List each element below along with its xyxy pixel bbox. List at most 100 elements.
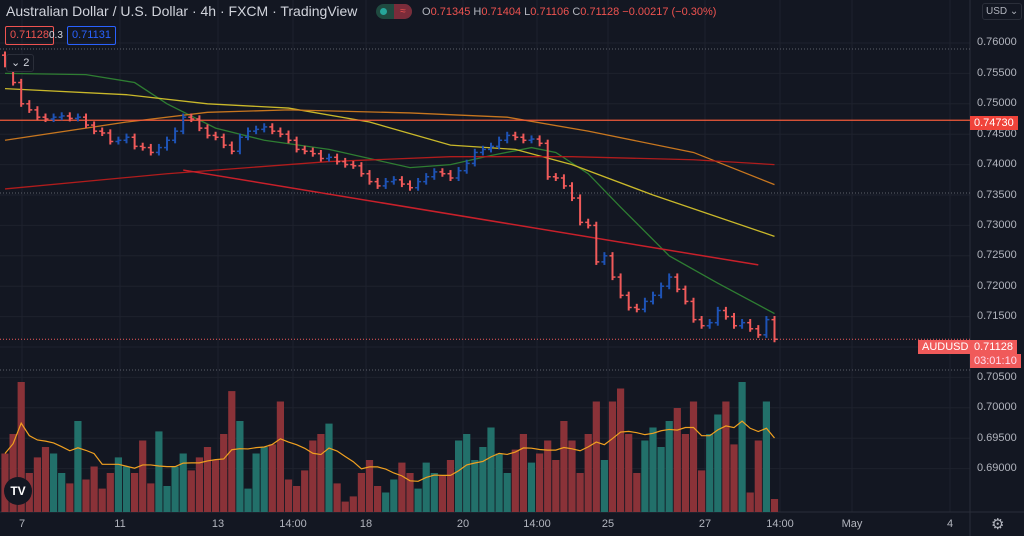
volume-bar (98, 488, 106, 512)
currency-select[interactable]: USD ⌄ (982, 3, 1023, 20)
volume-bar (163, 486, 171, 512)
volume-bar (455, 440, 463, 512)
moving-average-line (4, 87, 775, 237)
time-tick: 14:00 (279, 518, 307, 530)
volume-bar (236, 421, 244, 512)
volume-bar (665, 421, 673, 512)
volume-bar (430, 473, 438, 512)
volume-bar (276, 401, 284, 512)
time-tick: 27 (698, 518, 712, 530)
price-tick: 0.70500 (977, 371, 1017, 383)
price-tick: 0.75000 (977, 97, 1017, 109)
volume-bar (293, 486, 301, 512)
volume-bar (252, 453, 260, 512)
volume-bar (341, 501, 349, 512)
volume-bar (519, 434, 527, 512)
low-value: 0.71106 (530, 6, 570, 18)
volume-bar (592, 401, 600, 512)
volume-bar (220, 434, 228, 512)
volume-bar (560, 421, 568, 512)
price-tick: 0.70000 (977, 401, 1017, 413)
volume-bar (390, 479, 398, 512)
volume-bar (284, 479, 293, 512)
market-open-icon (380, 8, 387, 15)
price-tick: 0.74000 (977, 158, 1017, 170)
time-tick: 14:00 (523, 518, 551, 530)
volume-bar (195, 457, 203, 512)
volume-bar (228, 391, 236, 512)
volume-bar (657, 447, 665, 512)
volume-bar (746, 492, 754, 512)
time-tick: 18 (359, 518, 373, 530)
level-price-tag: 0.74730 (970, 116, 1018, 130)
volume-bar (527, 462, 536, 512)
time-tick: 7 (18, 518, 26, 530)
volume-bar (9, 434, 17, 512)
volume-bar (309, 440, 317, 512)
volume-bar (495, 453, 503, 512)
volume-bar (66, 483, 74, 512)
time-tick: 14:00 (766, 518, 794, 530)
volume-bar (357, 473, 365, 512)
volume-bar (754, 440, 762, 512)
price-tick: 0.71500 (977, 310, 1017, 322)
volume-bar (33, 457, 41, 512)
volume-bar (730, 444, 738, 512)
market-status-toggle[interactable]: ≈ (376, 4, 412, 19)
volume-bar (268, 444, 276, 512)
tradingview-logo[interactable]: TV (4, 477, 32, 505)
volume-bar (503, 473, 511, 512)
settings-gear-icon[interactable]: ⚙ (991, 516, 1005, 533)
volume-bar (649, 427, 657, 512)
volume-bar (317, 434, 325, 512)
volume-bar (179, 453, 187, 512)
price-tick: 0.69000 (977, 462, 1017, 474)
volume-bar (374, 486, 382, 512)
moving-average-line (4, 156, 775, 190)
volume-bar (365, 460, 374, 512)
volume-bar (625, 434, 633, 512)
volume-bar (617, 388, 625, 512)
volume-bar (487, 427, 495, 512)
volume-bar (422, 462, 430, 512)
price-tick: 0.73000 (977, 219, 1017, 231)
volume-bar (349, 496, 357, 512)
volume-bar (552, 460, 560, 512)
collapse-indicators-button[interactable]: ⌄ 2 (6, 54, 35, 72)
volume-bar (673, 408, 681, 512)
volume-bar (698, 470, 706, 512)
high-value: 0.71404 (481, 6, 522, 18)
moving-average-line (4, 72, 775, 315)
volume-bar (738, 382, 746, 512)
price-tick: 0.76000 (977, 36, 1017, 48)
volume-bar (131, 473, 139, 512)
volume-bar (58, 473, 66, 512)
volume-bar (511, 449, 519, 512)
chart-title: Australian Dollar / U.S. Dollar · 4h · F… (6, 3, 358, 19)
volume-bar (398, 462, 406, 512)
volume-bar (139, 440, 147, 512)
volume-bar (608, 401, 617, 512)
volume-bar (681, 434, 689, 512)
volume-bar (544, 440, 552, 512)
volume-bar (1, 453, 9, 512)
volume-bar (90, 466, 98, 512)
volume-bar (689, 401, 698, 512)
volume-bar (438, 475, 446, 512)
volume-bar (82, 479, 90, 512)
close-value: 0.71128 (580, 6, 620, 18)
volume-bar (203, 447, 212, 512)
volume-bar (770, 499, 779, 512)
buy-button[interactable]: 0.71131 (67, 26, 116, 45)
price-tick: 0.69500 (977, 432, 1017, 444)
volume-bar (463, 434, 471, 512)
price-tick: 0.72500 (977, 249, 1017, 261)
volume-bar (471, 460, 479, 512)
last-price-tag: 0.71128 (970, 340, 1017, 354)
sell-button[interactable]: 0.71128 (5, 26, 54, 45)
volume-bar (187, 470, 195, 512)
symbol-tag: AUDUSD (918, 340, 973, 354)
volume-ma-line (4, 420, 775, 482)
volume-bar (260, 447, 268, 512)
